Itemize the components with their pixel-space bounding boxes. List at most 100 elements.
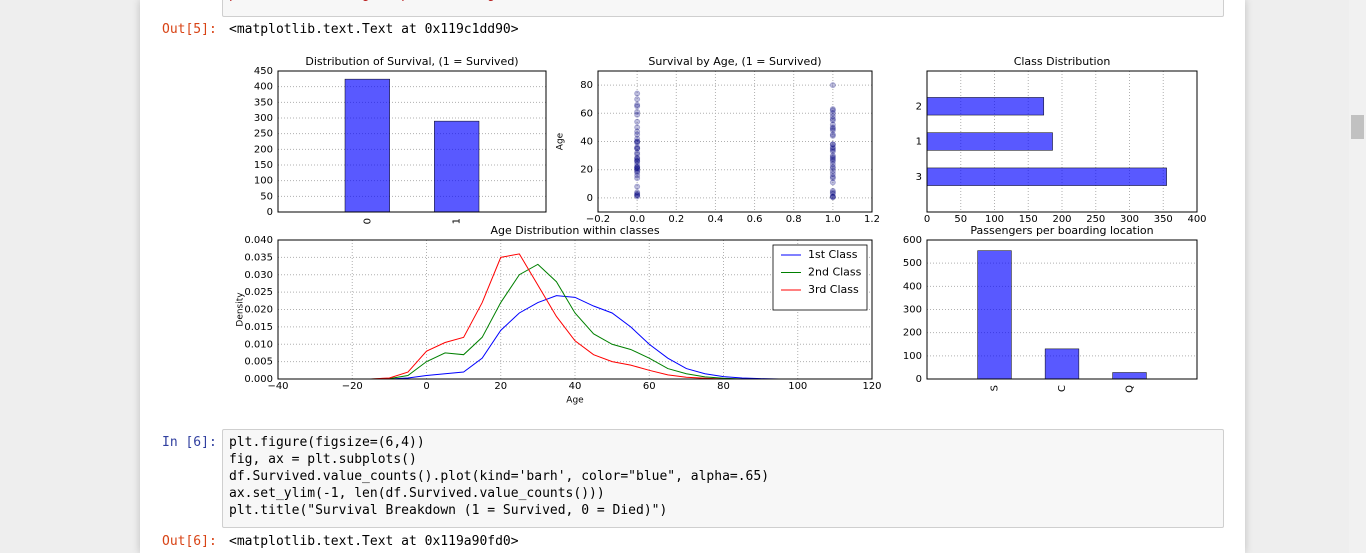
y-tick-label: 3 [916, 172, 922, 183]
point [829, 125, 836, 132]
point [634, 175, 641, 182]
x-tick-label: S [990, 385, 1001, 391]
bar [1112, 372, 1147, 380]
in-prompt: In [6]: [162, 435, 217, 450]
y-tick-label: 0.025 [244, 287, 273, 298]
point [634, 168, 641, 175]
y-tick-label: 400 [254, 82, 273, 93]
point [634, 131, 641, 138]
chart-title: Survival by Age, (1 = Survived) [648, 55, 821, 68]
point [829, 165, 836, 172]
chart-title: Distribution of Survival, (1 = Survived) [305, 55, 518, 68]
y-tick-label: 0 [267, 207, 273, 218]
point [829, 175, 836, 182]
point [829, 127, 836, 134]
point [634, 165, 641, 172]
y-tick-label: 60 [580, 108, 593, 119]
point [829, 121, 836, 128]
point [829, 132, 836, 139]
x-tick-label: 0 [362, 218, 373, 224]
point [634, 151, 641, 158]
point [634, 96, 641, 103]
x-tick-label: 50 [954, 214, 967, 225]
y-tick-label: 300 [254, 113, 273, 124]
point [829, 154, 836, 161]
output-text: <matplotlib.text.Text at 0x119a90fd0> [229, 534, 519, 549]
bar [926, 167, 1167, 186]
point [829, 158, 836, 165]
y-tick-label: 300 [903, 305, 922, 316]
y-tick-label: 2 [916, 101, 922, 112]
x-tick-label: 350 [1154, 214, 1173, 225]
code-cell[interactable]: plt.title('Passengers per boarding locat… [222, 0, 1224, 17]
point [634, 118, 641, 125]
point [634, 145, 641, 152]
y-tick-label: 0.030 [244, 270, 273, 281]
point [829, 163, 836, 170]
axes-frame [277, 239, 873, 380]
point [829, 115, 836, 122]
point [829, 156, 836, 163]
point [829, 131, 836, 138]
code-cell[interactable] [222, 429, 1224, 528]
x-tick-label: 0.2 [668, 214, 684, 225]
point [634, 111, 641, 118]
code-line: plt.title("Survival Breakdown (1 = Survi… [229, 503, 668, 518]
point [634, 190, 641, 197]
y-tick-label: 80 [580, 80, 593, 91]
y-tick-label: 400 [903, 281, 922, 292]
point [634, 103, 641, 110]
y-tick-label: 1 [916, 137, 922, 148]
x-tick-label: 1 [452, 218, 463, 224]
chart-title: Class Distribution [1014, 55, 1111, 68]
point [634, 128, 641, 135]
scrollbar-thumb[interactable] [1351, 115, 1364, 139]
point [634, 139, 641, 146]
point [829, 107, 836, 114]
y-tick-label: 0.010 [244, 339, 273, 350]
point [634, 154, 641, 161]
point [634, 163, 641, 170]
point [634, 158, 641, 165]
bar [926, 132, 1053, 151]
point [829, 152, 836, 159]
point [829, 106, 836, 113]
y-tick-label: 40 [580, 137, 593, 148]
point [829, 168, 836, 175]
x-tick-label: 400 [1187, 214, 1206, 225]
x-tick-label: 0.0 [629, 214, 645, 225]
point [634, 101, 641, 108]
x-tick-label: 0.8 [786, 214, 802, 225]
bar [926, 97, 1045, 116]
x-tick-label: 0 [924, 214, 930, 225]
point [829, 117, 836, 124]
code-line: plt.figure(figsize=(6,4)) [229, 435, 425, 450]
point [829, 141, 836, 148]
x-tick-label: 200 [1052, 214, 1071, 225]
axes-frame [926, 70, 1198, 213]
point [634, 135, 641, 142]
out-prompt: Out[5]: [162, 22, 217, 37]
y-tick-label: 500 [903, 258, 922, 269]
point [634, 138, 641, 145]
y-tick-label: 0 [916, 374, 922, 385]
point [829, 194, 836, 201]
x-tick-label: 0.4 [707, 214, 723, 225]
x-tick-label: 60 [643, 381, 656, 392]
x-tick-label: 80 [717, 381, 730, 392]
code-line: df.Survived.value_counts().plot(kind='ba… [229, 469, 770, 484]
y-axis-label: Density [236, 292, 246, 327]
bar [344, 78, 390, 213]
point [829, 193, 836, 200]
x-axis-label: Age [566, 396, 584, 406]
point [634, 144, 641, 151]
point [829, 193, 836, 200]
chart-title: Passengers per boarding location [970, 224, 1153, 237]
scrollbar-track[interactable] [1349, 0, 1366, 553]
code-line: plt.title('Passengers per boarding locat… [229, 0, 581, 2]
x-tick-label: 120 [862, 381, 881, 392]
legend-label: 3rd Class [808, 283, 859, 296]
output-text: <matplotlib.text.Text at 0x119c1dd90> [229, 22, 519, 37]
point [829, 179, 836, 186]
point [634, 155, 641, 162]
